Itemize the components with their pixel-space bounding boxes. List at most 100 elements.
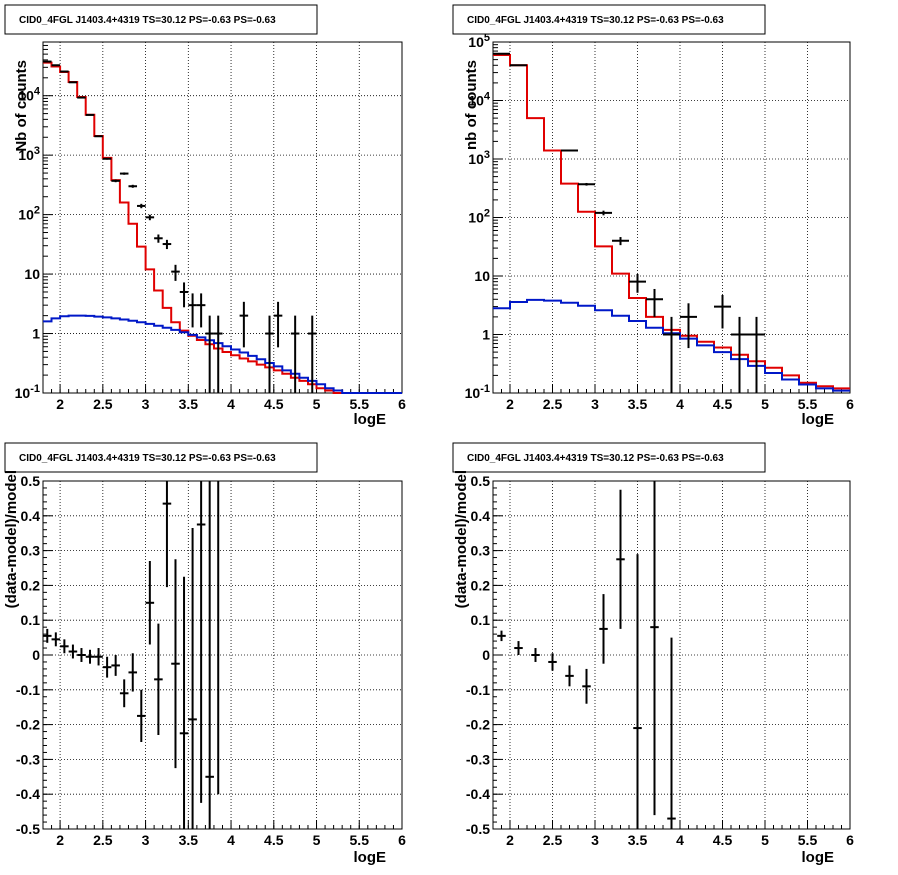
y-tick-label: 0: [32, 647, 40, 663]
y-tick-label: 104: [468, 91, 491, 109]
y-tick-label: 104: [18, 86, 41, 104]
series-source-model: [43, 314, 402, 394]
x-tick-label: 2.5: [543, 832, 563, 848]
x-tick-label: 2: [56, 396, 64, 412]
data-point: [565, 665, 574, 687]
chart-title: CID0_4FGL J1403.4+4319 TS=30.12 PS=-0.63…: [19, 15, 276, 26]
data-point: [497, 630, 506, 642]
data-point: [561, 149, 578, 152]
data-point: [595, 210, 612, 216]
plot-frame: [42, 480, 403, 830]
y-axis-label: (data-model)/model: [3, 470, 20, 608]
data-point: [94, 135, 103, 138]
y-tick-label: 0.5: [21, 473, 41, 489]
x-tick-label: 4.5: [713, 832, 733, 848]
data-point: [128, 184, 138, 188]
x-tick-label: 6: [846, 396, 854, 412]
data-point: [633, 554, 642, 829]
y-tick-label: 103: [468, 149, 490, 167]
data-point: [680, 303, 697, 349]
data-point: [137, 689, 146, 742]
data-point: [265, 315, 274, 393]
data-point: [578, 182, 595, 186]
chart-panel-1: CID0_4FGL J1403.4+4319 TS=30.12 PS=-0.63…: [4, 4, 406, 428]
data-point: [616, 489, 625, 629]
x-tick-label: 2: [506, 832, 514, 848]
data-point: [582, 668, 591, 704]
x-tick-label: 6: [398, 832, 406, 848]
y-tick-label: 10-1: [465, 383, 490, 401]
x-tick-label: 6: [846, 832, 854, 848]
y-tick-label: 1: [482, 327, 490, 343]
chart-panel-4: CID0_4FGL J1403.4+4319 TS=30.12 PS=-0.63…: [452, 442, 854, 866]
y-tick-label: 103: [18, 145, 40, 163]
data-point: [154, 623, 163, 736]
x-axis-label: logE: [802, 411, 835, 428]
data-point: [51, 632, 61, 647]
data-point: [162, 481, 172, 588]
x-tick-label: 4: [676, 396, 684, 412]
data-point: [188, 527, 197, 829]
data-point: [196, 481, 206, 803]
y-tick-label: -0.3: [16, 751, 40, 767]
x-tick-label: 5.5: [798, 396, 818, 412]
data-point: [663, 316, 680, 393]
data-point: [94, 648, 103, 666]
x-axis-label: logE: [354, 849, 387, 866]
data-point: [43, 628, 52, 643]
data-point: [213, 315, 223, 393]
chart-title-box: [4, 4, 318, 35]
data-point: [60, 639, 69, 654]
y-tick-label: 10-1: [15, 383, 40, 401]
y-tick-label: 0.3: [21, 543, 41, 559]
chart-title: CID0_4FGL J1403.4+4319 TS=30.12 PS=-0.63…: [467, 15, 724, 26]
x-tick-label: 5.5: [350, 832, 370, 848]
data-point: [77, 648, 86, 662]
x-tick-label: 2: [506, 396, 514, 412]
data-point: [171, 264, 180, 281]
y-tick-label: -0.5: [466, 821, 490, 837]
y-tick-label: 10: [24, 266, 40, 282]
data-point: [68, 644, 78, 659]
x-tick-label: 3.5: [628, 396, 648, 412]
y-tick-label: 0: [482, 647, 490, 663]
data-point: [205, 481, 214, 829]
x-tick-label: 3.5: [179, 832, 199, 848]
x-tick-label: 5: [313, 832, 321, 848]
data-point: [612, 237, 629, 246]
chart-title-box: [4, 442, 318, 473]
y-tick-label: 0.1: [471, 612, 491, 628]
x-tick-label: 4: [227, 832, 235, 848]
data-point: [145, 214, 155, 221]
x-tick-label: 2.5: [93, 396, 113, 412]
data-point: [188, 293, 197, 328]
chart-panel-3: CID0_4FGL J1403.4+4319 TS=30.12 PS=-0.63…: [3, 442, 406, 866]
x-tick-label: 5: [761, 396, 769, 412]
data-point: [111, 655, 120, 676]
x-tick-label: 2.5: [93, 832, 113, 848]
y-tick-label: 102: [468, 208, 490, 226]
y-tick-label: -0.2: [16, 717, 40, 733]
data-point: [273, 301, 283, 348]
x-tick-label: 4.5: [264, 396, 284, 412]
data-point: [128, 653, 138, 692]
y-tick-label: 10: [474, 268, 490, 284]
x-tick-label: 5: [313, 396, 321, 412]
x-tick-label: 4.5: [264, 832, 284, 848]
data-point: [646, 288, 663, 317]
chart-panel-2: CID0_4FGL J1403.4+4319 TS=30.12 PS=-0.63…: [452, 4, 854, 428]
data-point: [650, 481, 659, 816]
y-tick-label: 0.4: [471, 508, 491, 524]
chart-title: CID0_4FGL J1403.4+4319 TS=30.12 PS=-0.63…: [19, 453, 276, 464]
x-tick-label: 3: [142, 396, 150, 412]
data-point: [179, 576, 189, 829]
data-point: [137, 203, 146, 209]
y-tick-label: 105: [468, 32, 490, 50]
data-point: [102, 656, 112, 678]
plot-frame: [42, 41, 403, 394]
y-tick-label: -0.4: [466, 786, 490, 802]
data-point: [85, 649, 95, 664]
x-tick-label: 5: [761, 832, 769, 848]
x-tick-label: 3: [142, 832, 150, 848]
